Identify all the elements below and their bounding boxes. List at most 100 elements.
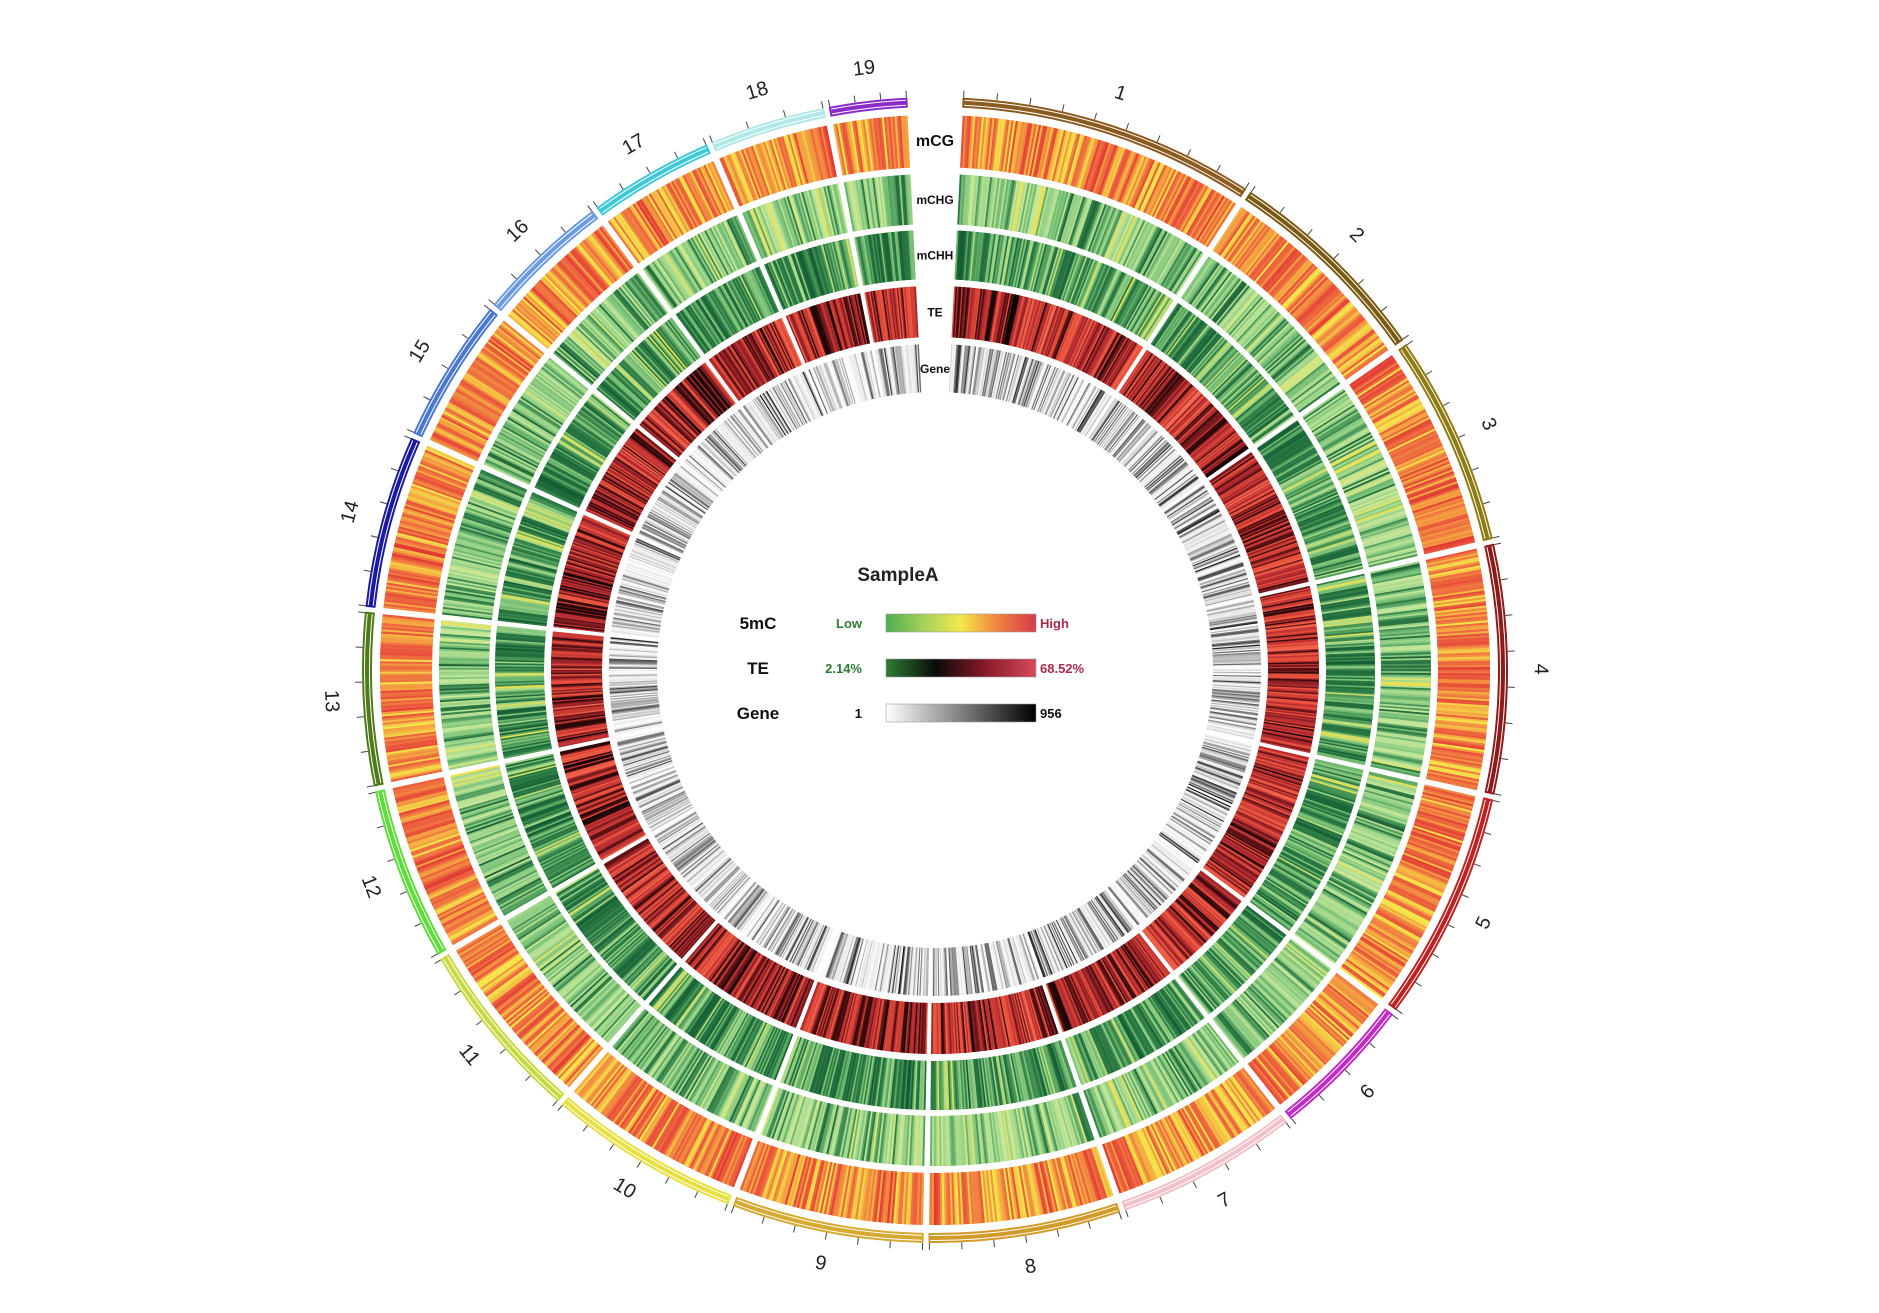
track-bin (1216, 464, 1261, 493)
track-bin (975, 116, 983, 169)
tick-mark (387, 858, 395, 862)
track-bin (1437, 684, 1490, 689)
track-bin (1295, 282, 1335, 321)
track-bin (1068, 256, 1088, 304)
track-bin (1258, 328, 1296, 364)
tick-mark (1056, 1229, 1060, 1237)
track-bin (1435, 613, 1488, 622)
track-bin (1199, 197, 1229, 244)
track-mCHG-chr-2 (1181, 256, 1341, 413)
track-bin (1257, 421, 1300, 451)
track-bin (1131, 439, 1167, 474)
track-bin (1265, 336, 1304, 372)
track-bin (1222, 476, 1268, 504)
track-bin (1324, 319, 1367, 354)
track-bin (1231, 496, 1279, 521)
track-bin (1315, 410, 1360, 439)
track-bin (1437, 639, 1490, 645)
track-bin (1197, 196, 1227, 243)
track-bin (1368, 551, 1418, 566)
track-bin (1215, 363, 1252, 399)
track-bin (1356, 506, 1405, 525)
track-bin (1055, 376, 1078, 421)
track-bin (1367, 548, 1417, 563)
tick-mark (1461, 894, 1469, 898)
track-bin (1141, 451, 1179, 485)
track-bin (1360, 520, 1409, 538)
track-bin (1252, 239, 1288, 282)
track-bin (1169, 494, 1211, 522)
track-bin (1192, 264, 1224, 307)
track-bin (1253, 558, 1304, 575)
track-bin (1033, 303, 1051, 353)
track-bin (1319, 312, 1362, 348)
track-bin (1134, 442, 1170, 477)
track-bin (1070, 385, 1096, 429)
track-bin (1131, 289, 1158, 333)
track-bin (1350, 356, 1395, 388)
track-bin (1191, 543, 1237, 564)
track-bin (1295, 377, 1337, 409)
track-bin (1192, 426, 1233, 460)
track-bin (1027, 362, 1045, 409)
track-bin (1061, 314, 1082, 363)
track-bin (1253, 557, 1303, 574)
track-bin (1172, 320, 1205, 361)
track-bin (1283, 269, 1321, 309)
track-bin (982, 176, 991, 227)
tick-mark (821, 101, 824, 109)
track-bin (1436, 624, 1489, 631)
track-bin (1038, 304, 1056, 354)
track-bin (1158, 385, 1195, 425)
track-bin (978, 289, 987, 341)
track-bin (1154, 469, 1194, 501)
track-bin (1292, 492, 1339, 514)
track-bin (1176, 509, 1220, 535)
track-bin (1277, 457, 1322, 483)
track-bin (1174, 503, 1217, 530)
tick-mark (1505, 614, 1513, 616)
tick-mark (1125, 123, 1130, 131)
track-bin (1186, 530, 1231, 552)
track-bin (1043, 188, 1058, 238)
track-bin (1272, 447, 1316, 474)
track-bin (957, 345, 963, 394)
track-bin (969, 175, 976, 226)
track-bin (1201, 578, 1249, 593)
track-bin (1241, 520, 1290, 542)
track-bin (1008, 237, 1020, 287)
track-bin (1195, 555, 1241, 574)
track-bin (1191, 192, 1220, 239)
track-bin (1254, 323, 1292, 361)
track-bin (1301, 515, 1348, 535)
track-bin (989, 118, 998, 171)
track-bin (1335, 450, 1381, 475)
track-bin (1075, 321, 1099, 369)
track-bin (1076, 137, 1094, 188)
track-bin (1258, 245, 1295, 287)
track-bin (982, 289, 992, 341)
track-bin (1256, 326, 1295, 363)
track-bin (1390, 434, 1439, 459)
chromosome-label-8: 8 (1023, 1255, 1037, 1278)
track-bin (1281, 466, 1326, 491)
track-bin (972, 232, 980, 281)
tick-mark (423, 396, 430, 401)
track-bin (1280, 463, 1325, 488)
track-bin (1235, 387, 1274, 421)
track-bin (1146, 373, 1181, 414)
track-bin (1266, 437, 1310, 465)
track-bin (1192, 547, 1238, 567)
track-bin (1074, 199, 1093, 248)
track-bin (1226, 217, 1259, 262)
track-bin (1000, 236, 1011, 285)
track-bin (1096, 269, 1119, 315)
track-bin (1013, 121, 1025, 174)
track-bin (1435, 620, 1488, 628)
track-bin (1322, 423, 1367, 451)
track-bin (1165, 487, 1206, 516)
track-bin (1270, 343, 1310, 378)
track-bin (1003, 354, 1017, 401)
track-bin (1200, 573, 1247, 589)
